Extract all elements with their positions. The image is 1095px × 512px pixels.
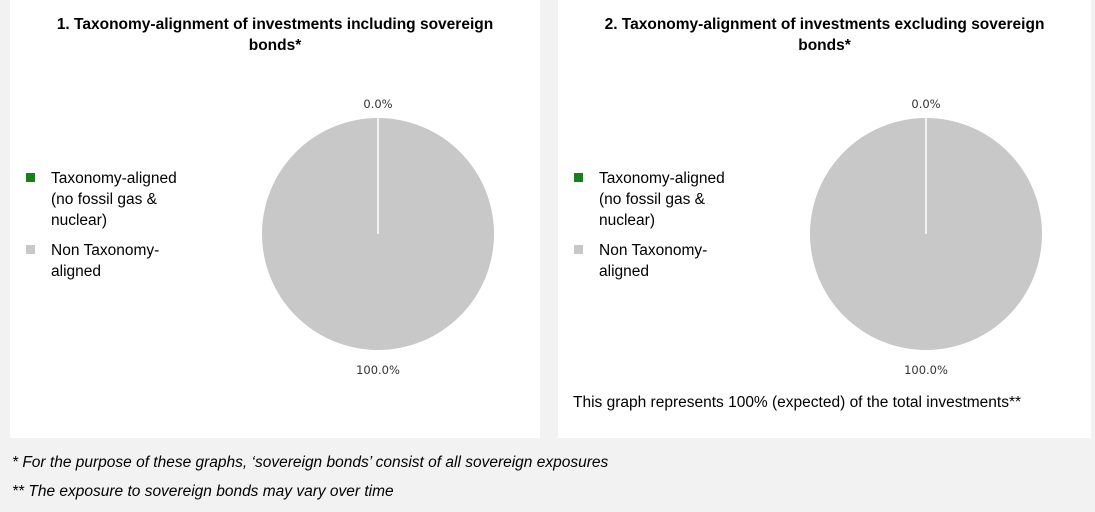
data-label-1: 100.0%: [356, 363, 400, 377]
footnote-sovereign-definition: * For the purpose of these graphs, ‘sove…: [12, 454, 609, 471]
legend-swatch-non-aligned: [574, 245, 583, 254]
legend-item-aligned: Taxonomy-aligned (no fossil gas & nuclea…: [26, 168, 216, 231]
legend: Taxonomy-aligned (no fossil gas & nuclea…: [574, 168, 764, 291]
legend-label: Non Taxonomy-aligned: [51, 242, 160, 280]
chart-panel-2: 2. Taxonomy-alignment of investments exc…: [558, 0, 1091, 438]
data-label-0: 0.0%: [911, 97, 940, 111]
legend-item-non-aligned: Non Taxonomy-aligned: [574, 240, 764, 282]
legend-item-non-aligned: Non Taxonomy-aligned: [26, 240, 216, 282]
legend: Taxonomy-aligned (no fossil gas & nuclea…: [26, 168, 216, 291]
coverage-note: This graph represents 100% (expected) of…: [573, 394, 1022, 411]
legend-swatch-aligned: [574, 173, 583, 182]
legend-label: Taxonomy-aligned (no fossil gas & nuclea…: [51, 170, 177, 229]
chart-panel-1: 1. Taxonomy-alignment of investments inc…: [10, 0, 540, 438]
legend-item-aligned: Taxonomy-aligned (no fossil gas & nuclea…: [574, 168, 764, 231]
legend-label: Non Taxonomy-aligned: [599, 242, 708, 280]
legend-label: Taxonomy-aligned (no fossil gas & nuclea…: [599, 170, 725, 229]
data-label-0: 0.0%: [363, 97, 392, 111]
chart-title: 2. Taxonomy-alignment of investments exc…: [604, 16, 1045, 54]
chart-title: 1. Taxonomy-alignment of investments inc…: [56, 16, 494, 54]
pie-chart: 0.0% 100.0%: [810, 97, 1042, 377]
footnote-exposure-variation: ** The exposure to sovereign bonds may v…: [12, 483, 394, 500]
legend-swatch-aligned: [26, 173, 35, 182]
legend-swatch-non-aligned: [26, 245, 35, 254]
data-label-1: 100.0%: [904, 363, 948, 377]
pie-chart: 0.0% 100.0%: [262, 97, 494, 377]
